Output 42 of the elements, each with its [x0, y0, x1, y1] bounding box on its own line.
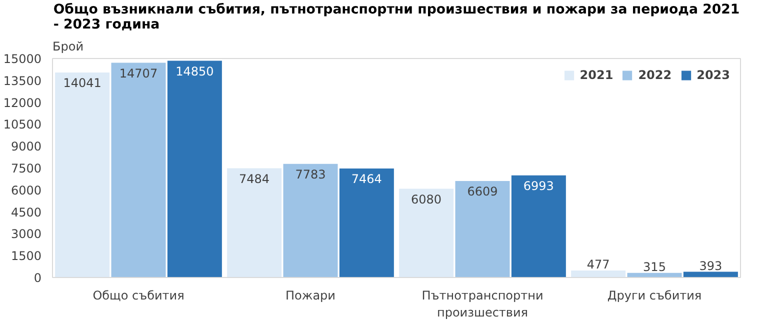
data-label: 7464	[351, 172, 382, 186]
bar	[339, 168, 394, 278]
bar	[111, 62, 166, 278]
data-label: 7484	[239, 172, 270, 186]
y-tick-label: 9000	[10, 140, 42, 154]
x-tick-label: Пожари	[286, 288, 336, 302]
data-label: 14041	[63, 76, 102, 90]
data-label: 6609	[467, 184, 498, 199]
y-tick-label: 6000	[10, 183, 42, 198]
bar	[283, 164, 338, 278]
x-tick-label: Пътнотранспортни произшествия	[422, 288, 544, 320]
y-tick-label: 15000	[3, 52, 42, 66]
data-label: 14707	[119, 66, 158, 80]
data-label: 393	[699, 258, 722, 273]
legend-label: 2023	[696, 68, 730, 82]
data-label: 7783	[295, 168, 326, 182]
x-tick-label: Общо събития	[92, 288, 184, 302]
data-label: 14850	[176, 64, 214, 78]
bar	[399, 188, 454, 278]
data-label: 315	[643, 260, 666, 274]
bar	[167, 60, 222, 278]
y-tick-label: 13500	[3, 74, 42, 88]
chart-title: Общо възникнали събития, пътнотранспортни произшествия и пожари за периода 2021 - 2023 година	[53, 2, 740, 32]
y-tick-label: 4500	[10, 205, 42, 220]
y-tick-label: 0	[34, 271, 42, 285]
y-tick-label: 1500	[10, 249, 42, 264]
x-tick-label: Други събития	[607, 288, 702, 302]
bar	[571, 270, 626, 278]
y-axis-title: Брой	[52, 40, 84, 54]
y-tick-label: 12000	[3, 96, 42, 110]
data-label: 6080	[411, 192, 442, 206]
bar	[55, 72, 110, 278]
y-tick-label: 3000	[10, 227, 42, 242]
bar	[455, 181, 510, 278]
data-label: 477	[586, 258, 610, 272]
legend-label: 2022	[638, 68, 672, 82]
bar	[511, 175, 566, 278]
legend-label: 2021	[580, 68, 614, 82]
y-tick-label: 7500	[10, 162, 42, 176]
y-tick-label: 10500	[3, 118, 42, 132]
bar	[227, 168, 282, 278]
data-label: 6993	[523, 179, 554, 194]
